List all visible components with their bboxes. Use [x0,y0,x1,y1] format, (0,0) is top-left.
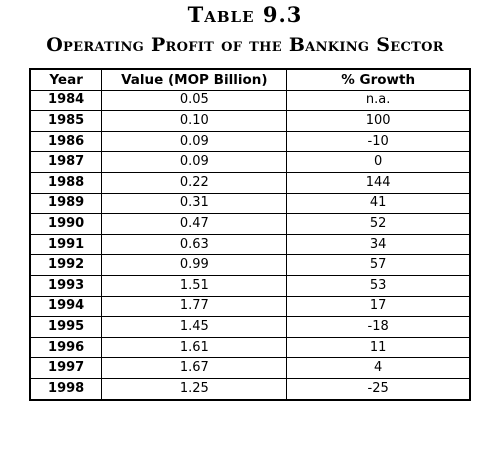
value-cell: 0.47 [101,213,288,235]
year-cell: 1996 [29,336,103,359]
table-row: 1992 0.99 57 [29,254,471,276]
table-row: 1987 0.09 0 [29,151,471,173]
year-cell: 1986 [29,130,103,153]
growth-cell: 53 [286,274,471,297]
table-row: 1991 0.63 34 [29,233,471,256]
table-row: 1985 0.10 100 [29,110,471,132]
table-body: 1984 0.05 n.a. 1985 0.10 100 1986 0.09 -… [29,89,471,401]
table-row: 1997 1.67 4 [29,357,471,379]
value-cell: 0.10 [101,110,288,132]
value-cell: 0.31 [101,192,288,215]
table-row: 1984 0.05 n.a. [29,89,471,112]
growth-cell: 52 [286,213,471,235]
table-row: 1998 1.25 -25 [29,377,471,401]
growth-cell: 17 [286,295,471,318]
value-cell: 0.99 [101,254,288,276]
year-cell: 1988 [29,171,103,194]
growth-cell: -25 [286,377,471,401]
year-cell: 1985 [29,110,103,132]
table-row: 1989 0.31 41 [29,192,471,215]
year-cell: 1991 [29,233,103,256]
table-title: Table 9.3 [187,2,303,27]
year-cell: 1987 [29,151,103,173]
value-cell: 1.45 [101,316,288,338]
value-cell: 0.05 [101,89,288,112]
table-row: 1988 0.22 144 [29,171,471,194]
growth-cell: 0 [286,151,471,173]
year-cell: 1984 [29,89,103,112]
table-row: 1990 0.47 52 [29,213,471,235]
year-cell: 1998 [29,377,103,401]
growth-cell: 100 [286,110,471,132]
table-row: 1994 1.77 17 [29,295,471,318]
growth-cell: n.a. [286,89,471,112]
value-cell: 1.61 [101,336,288,359]
value-cell: 0.22 [101,171,288,194]
year-cell: 1997 [29,357,103,379]
table-row: 1986 0.09 -10 [29,130,471,153]
growth-cell: -18 [286,316,471,338]
header-year: Year [29,68,103,91]
table-row: 1995 1.45 -18 [29,316,471,338]
year-cell: 1989 [29,192,103,215]
header-row: Year Value (MOP Billion) % Growth [29,68,471,91]
value-cell: 1.77 [101,295,288,318]
table-row: 1993 1.51 53 [29,274,471,297]
year-cell: 1995 [29,316,103,338]
value-cell: 1.25 [101,377,288,401]
value-cell: 0.09 [101,151,288,173]
data-table: Year Value (MOP Billion) % Growth 1984 0… [29,68,471,401]
growth-cell: -10 [286,130,471,153]
value-cell: 0.63 [101,233,288,256]
value-cell: 1.67 [101,357,288,379]
year-cell: 1994 [29,295,103,318]
value-cell: 1.51 [101,274,288,297]
table-subtitle: Operating Profit of the Banking Sector [46,34,444,56]
growth-cell: 11 [286,336,471,359]
table-row: 1996 1.61 11 [29,336,471,359]
growth-cell: 4 [286,357,471,379]
growth-cell: 41 [286,192,471,215]
growth-cell: 57 [286,254,471,276]
value-cell: 0.09 [101,130,288,153]
growth-cell: 34 [286,233,471,256]
year-cell: 1992 [29,254,103,276]
year-cell: 1993 [29,274,103,297]
growth-cell: 144 [286,171,471,194]
header-growth: % Growth [286,68,471,91]
header-value: Value (MOP Billion) [101,68,288,91]
year-cell: 1990 [29,213,103,235]
